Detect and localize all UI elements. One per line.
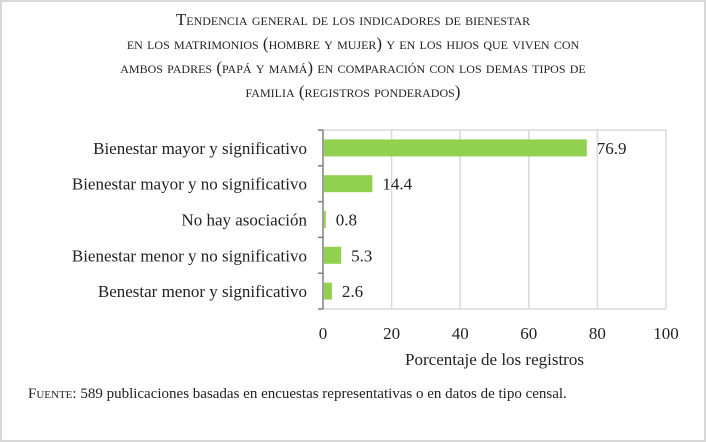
category-label: No hay asociación — [181, 211, 307, 230]
category-label: Bienestar menor y no significativo — [72, 246, 307, 265]
chart-title: Tendencia general de los indicadores de … — [0, 8, 706, 104]
x-tick-label: 20 — [383, 324, 400, 343]
category-label: Bienestar mayor y no significativo — [72, 175, 307, 194]
x-tick-label: 40 — [452, 324, 469, 343]
title-line: ambos padres (papá y mamá) en comparació… — [120, 58, 586, 77]
bar — [324, 139, 587, 157]
x-tick-label: 80 — [589, 324, 606, 343]
bar — [324, 211, 326, 228]
category-label: Bienestar mayor y significativo — [93, 139, 307, 158]
x-tick-label: 0 — [319, 324, 328, 343]
category-label: Benestar menor y significativo — [98, 282, 307, 301]
data-label: 2.6 — [342, 282, 363, 301]
source-note: Fuente: 589 publicaciones basadas en enc… — [28, 384, 668, 404]
title-line: Tendencia general de los indicadores de … — [175, 10, 531, 29]
source-prefix: Fuente: — [28, 386, 77, 402]
data-label: 76.9 — [597, 139, 627, 158]
data-label: 0.8 — [336, 211, 357, 230]
bar — [324, 175, 373, 193]
x-tick-label: 100 — [653, 324, 679, 343]
data-label: 5.3 — [351, 246, 372, 265]
data-label: 14.4 — [382, 175, 412, 194]
source-text: 589 publicaciones basadas en encuestas r… — [76, 386, 567, 402]
x-axis-label: Porcentaje de los registros — [405, 350, 584, 369]
bar — [324, 282, 332, 300]
x-tick-label: 60 — [520, 324, 537, 343]
title-line: familia (registros ponderados) — [245, 82, 461, 101]
bar — [324, 246, 342, 264]
title-line: en los matrimonios (hombre y mujer) y en… — [126, 34, 580, 53]
